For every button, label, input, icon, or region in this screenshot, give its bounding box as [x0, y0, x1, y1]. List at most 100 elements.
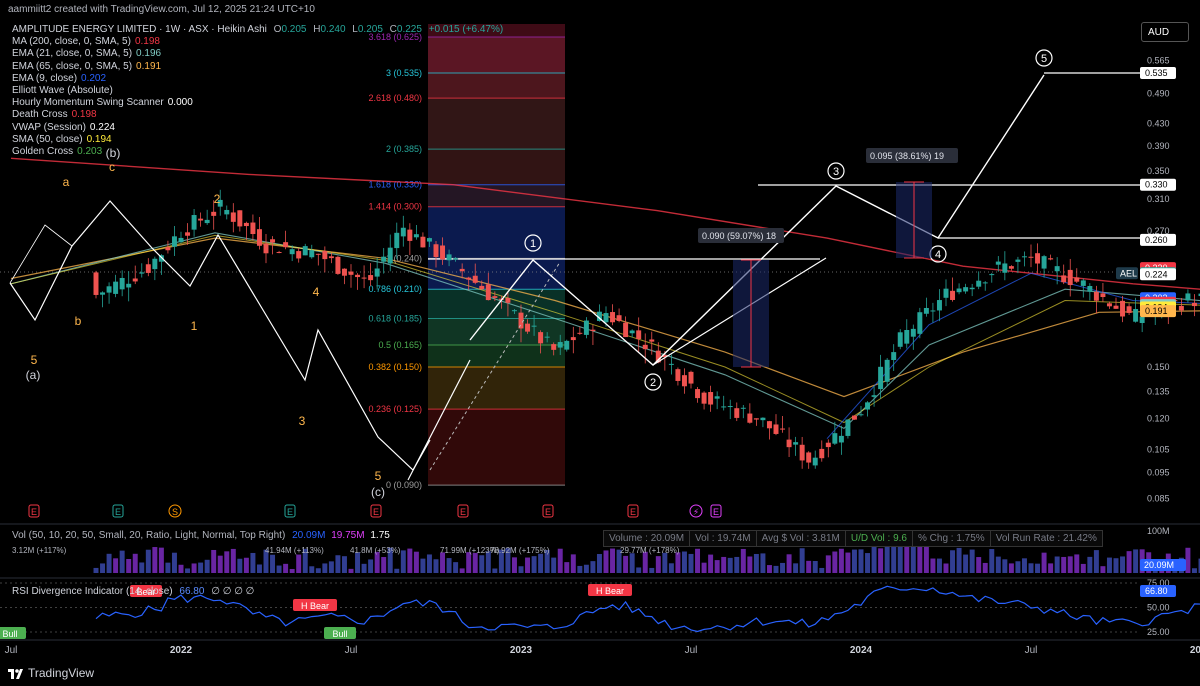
- wave-label: (a): [26, 368, 41, 382]
- wave-zigzag-thin: [9, 224, 73, 284]
- fib-zone: [428, 184, 565, 207]
- volume-bar: [577, 565, 583, 573]
- volume-bar: [374, 551, 380, 573]
- volume-bar: [256, 564, 262, 573]
- volume-bar: [806, 560, 812, 573]
- indicator-row[interactable]: EMA (21, close, 0, SMA, 5) 0.196: [12, 48, 503, 60]
- candle-body: [132, 278, 138, 282]
- volume-bar: [1028, 563, 1034, 573]
- symbol-title[interactable]: AMPLITUDE ENERGY LIMITED · 1W · ASX · He…: [12, 24, 267, 35]
- volume-bar: [747, 556, 753, 573]
- y-tick: 0.490: [1147, 88, 1170, 98]
- wave-number: 1: [530, 238, 536, 250]
- candle-body: [296, 251, 302, 259]
- indicator-row[interactable]: Golden Cross 0.203: [12, 146, 503, 158]
- indicator-row[interactable]: Hourly Momentum Swing Scanner 0.000: [12, 97, 503, 109]
- indicator-row[interactable]: VWAP (Session) 0.224: [12, 122, 503, 134]
- indicator-row[interactable]: Death Cross 0.198: [12, 109, 503, 121]
- candle-body: [328, 256, 334, 259]
- fib-level-label: 0 (0.090): [386, 480, 422, 490]
- volume-bar: [1198, 558, 1200, 573]
- volume-bar: [243, 557, 249, 573]
- volume-bar: [472, 553, 478, 573]
- fib-zone: [428, 206, 565, 259]
- volume-bar: [341, 556, 347, 573]
- volume-stat: U/D Vol : 9.6: [844, 530, 913, 547]
- candle-body: [734, 408, 740, 418]
- volume-bar: [629, 553, 635, 573]
- price-tag-value: 0.260: [1145, 235, 1168, 245]
- candle-body: [623, 322, 629, 338]
- volume-bar: [721, 556, 727, 573]
- currency-selector[interactable]: AUD: [1141, 22, 1189, 42]
- indicator-row[interactable]: SMA (50, close) 0.194: [12, 134, 503, 146]
- indicator-label: Death Cross: [12, 109, 68, 121]
- candle-body: [976, 280, 982, 287]
- candle-body: [1093, 291, 1099, 301]
- indicator-value: 0.198: [71, 109, 97, 121]
- candle-body: [1015, 259, 1021, 262]
- volume-bar: [995, 556, 1001, 573]
- candle-body: [655, 350, 661, 363]
- indicator-value: 0.202: [81, 72, 107, 84]
- indicator-value: 0.224: [89, 121, 115, 133]
- candle-body: [642, 344, 648, 350]
- rsi-divergence-label: Bull: [332, 629, 347, 639]
- indicator-label: VWAP (Session): [12, 121, 86, 133]
- indicator-row[interactable]: MA (200, close, 0, SMA, 5) 0.198: [12, 36, 503, 48]
- candle-body: [381, 256, 387, 262]
- price-tag: [1140, 67, 1176, 79]
- candle-body: [100, 292, 106, 295]
- candle-body: [910, 328, 916, 337]
- volume-bar: [1126, 551, 1132, 573]
- candle-body: [302, 246, 308, 256]
- indicator-row[interactable]: Elliott Wave (Absolute): [12, 85, 503, 97]
- candle-body: [819, 448, 825, 459]
- event-marker: S: [172, 507, 178, 517]
- indicator-row[interactable]: EMA (65, close, 0, SMA, 5) 0.191: [12, 61, 503, 73]
- volume-note: 29.77M (+178%): [620, 546, 680, 555]
- event-marker-box: [627, 504, 639, 518]
- volume-bar: [459, 568, 465, 573]
- candle-body: [878, 366, 884, 390]
- volume-bar: [479, 555, 485, 573]
- y-tick: 0.390: [1147, 141, 1170, 151]
- candle-body: [1067, 269, 1073, 286]
- volume-bar: [178, 564, 184, 573]
- ohlc-o-label: O: [273, 24, 282, 35]
- rsi-divergence-label: Bull: [2, 629, 17, 639]
- volume-bar: [381, 557, 387, 573]
- indicator-label: EMA (9, close): [12, 72, 78, 84]
- volume-bar: [152, 547, 158, 573]
- x-tick: Jul: [685, 645, 698, 656]
- rsi-divergence-label: Bear: [136, 587, 155, 597]
- volume-stat: Volume : 20.09M: [603, 530, 691, 547]
- indicator-value: 0.198: [134, 36, 160, 48]
- indicator-value: 0.203: [77, 146, 103, 158]
- candle-body: [668, 363, 674, 365]
- candle-body: [1054, 266, 1060, 272]
- wave-zigzag: [9, 200, 431, 471]
- candle-body: [995, 261, 1001, 265]
- volume-bar: [185, 568, 191, 573]
- indicator-value: 0.196: [136, 48, 162, 60]
- volume-bar: [413, 551, 419, 573]
- volume-bar: [943, 563, 949, 573]
- volume-bar: [969, 549, 975, 573]
- volume-note: 3.12M (+117%): [12, 546, 67, 555]
- candle-body: [649, 339, 655, 342]
- wave-label: 2: [214, 192, 221, 206]
- volume-v3: 1.75: [370, 530, 390, 541]
- candle-body: [538, 332, 544, 344]
- volume-label[interactable]: Vol (50, 10, 20, 50, Small, 20, Ratio, L…: [12, 530, 286, 541]
- y-tick: 0.135: [1147, 386, 1170, 396]
- volume-bar: [211, 549, 217, 573]
- indicator-row[interactable]: EMA (9, close) 0.202: [12, 73, 503, 85]
- volume-note: 78.92M (+175%): [490, 546, 550, 555]
- candle-body: [237, 210, 243, 227]
- candle-body: [217, 199, 223, 207]
- volume-bar: [989, 549, 995, 573]
- candle-body: [466, 277, 472, 280]
- rsi-label[interactable]: RSI Divergence Indicator (14, close): [12, 586, 173, 597]
